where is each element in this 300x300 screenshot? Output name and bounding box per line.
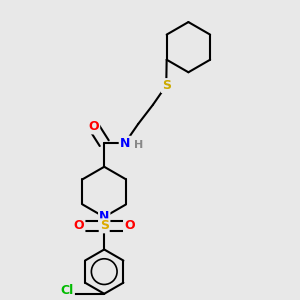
- Text: O: O: [74, 219, 84, 232]
- Text: O: O: [88, 120, 99, 134]
- Text: S: S: [100, 219, 109, 232]
- Text: H: H: [134, 140, 143, 150]
- Text: Cl: Cl: [61, 284, 74, 297]
- Text: S: S: [162, 79, 171, 92]
- Text: O: O: [124, 219, 135, 232]
- Text: N: N: [99, 211, 110, 224]
- Text: N: N: [120, 137, 130, 150]
